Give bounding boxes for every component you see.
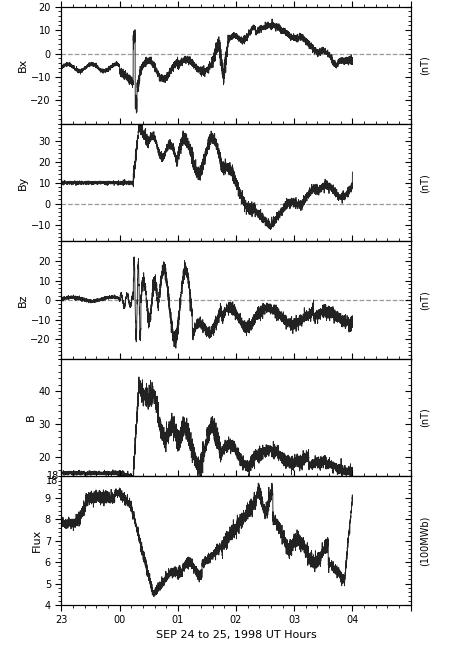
Y-axis label: Flux: Flux <box>32 529 42 552</box>
Y-axis label: Bz: Bz <box>17 294 28 307</box>
Y-axis label: B: B <box>26 414 36 421</box>
Y-axis label: (nT): (nT) <box>420 290 430 310</box>
Y-axis label: (100MWb): (100MWb) <box>420 515 430 566</box>
Y-axis label: (nT): (nT) <box>420 407 430 428</box>
Y-axis label: Bx: Bx <box>17 58 28 73</box>
Text: 18: 18 <box>46 476 59 487</box>
Y-axis label: (nT): (nT) <box>420 56 430 75</box>
Text: 18: 18 <box>47 472 59 481</box>
Y-axis label: By: By <box>18 175 28 190</box>
Y-axis label: (nT): (nT) <box>420 173 430 192</box>
X-axis label: SEP 24 to 25, 1998 UT Hours: SEP 24 to 25, 1998 UT Hours <box>156 630 316 640</box>
